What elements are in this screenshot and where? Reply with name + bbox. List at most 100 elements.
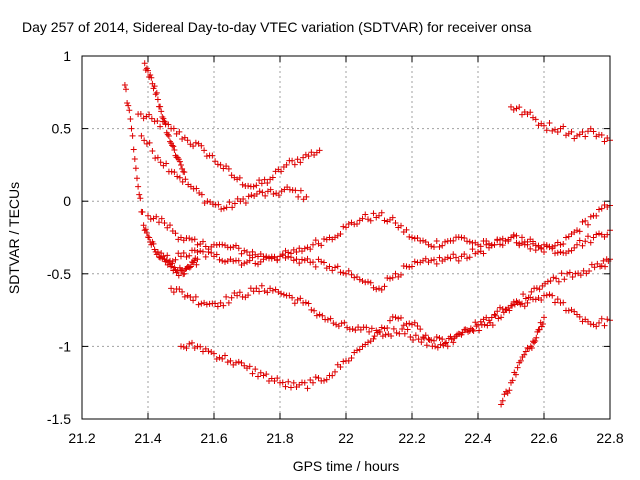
data-point-interp [200,238,206,245]
data-point [458,331,465,338]
data-point-interp [390,325,397,332]
data-point-interp [146,139,153,146]
data-point-interp [289,157,296,164]
data-point-interp [568,247,575,254]
data-point [376,328,382,335]
data-point-interp [241,260,248,267]
data-point-interp [428,243,435,250]
data-point-interp [169,142,176,149]
data-point-interp [362,279,369,286]
data-point-interp [291,161,298,168]
data-point-interp [218,206,225,213]
data-point-interp [190,297,197,304]
data-point-interp [329,372,336,379]
data-point-interp [252,366,259,373]
data-point-interp [240,196,247,203]
data-point-interp [433,260,440,267]
data-point-interp [348,219,355,226]
data-point-interp [404,326,411,333]
data-point [168,285,175,292]
data-point-interp [266,378,272,385]
data-point [181,270,188,277]
data-point-interp [387,275,393,282]
data-point [300,154,307,161]
data-point-interp [447,255,454,262]
data-point-interp [398,222,404,229]
data-point-interp [147,216,154,223]
y-tick-label: -1.5 [47,411,71,427]
data-point-interp [212,158,219,165]
data-point-interp [152,91,159,98]
data-point-interp [497,236,503,243]
series-track-i [508,103,613,145]
data-point-interp [566,269,573,276]
data-point-interp [579,242,586,249]
data-point-interp [279,251,286,258]
data-point-interp [398,271,404,278]
data-point-interp [321,377,327,384]
data-point-interp [355,324,362,331]
data-point-interp [180,250,187,257]
series-track-d [161,227,613,293]
data-point-interp [378,209,385,216]
data-point-interp [195,301,202,308]
data-point-interp [158,215,165,222]
data-point [491,311,498,318]
data-point-interp [387,317,393,324]
data-point-interp [499,305,506,312]
data-point-interp [213,251,220,258]
data-point-interp [180,343,187,350]
data-point-interp [172,230,179,237]
data-point-interp [521,351,528,358]
data-point-interp [305,300,312,307]
data-point-interp [285,378,292,385]
data-point-interp [189,236,195,243]
x-tick-label: 21.2 [68,430,95,446]
data-point-interp [181,293,188,300]
data-point-interp [231,289,238,296]
data-point-interp [510,106,517,113]
data-point [204,198,211,205]
data-point [349,325,356,332]
data-point-interp [335,323,342,330]
data-point-interp [299,256,305,263]
data-point-interp [193,261,200,268]
data-point-interp [499,242,506,249]
data-point-interp [327,315,334,322]
data-point-interp [414,234,421,241]
data-point-interp [571,308,578,315]
data-point-interp [378,324,385,331]
data-point-interp [506,387,513,394]
data-point-interp [367,279,374,286]
data-point-interp [302,151,309,158]
data-point-interp [307,246,314,253]
data-point [141,60,148,67]
data-point-interp [587,213,594,220]
data-point-interp [267,186,274,193]
data-point-interp [411,235,418,242]
data-point-interp [469,246,476,253]
data-point-interp [134,175,140,182]
data-point-interp [125,102,132,109]
data-point-interp [352,327,359,334]
data-point-interp [213,355,220,362]
data-point-interp [170,143,177,150]
data-point-interp [516,240,523,247]
data-point-interp [497,304,503,311]
data-point [178,253,184,260]
data-point-interp [130,146,137,153]
data-point-interp [532,337,539,344]
data-point-interp [209,152,216,159]
data-point-interp [176,286,183,293]
data-point-interp [443,339,450,346]
data-point-interp [370,335,377,342]
data-point-interp [393,329,400,336]
data-point-interp [219,241,226,248]
data-point [148,74,155,81]
data-point-interp [587,239,594,246]
data-point-interp [596,319,602,326]
data-point-interp [483,241,490,248]
data-point-interp [563,132,569,139]
data-point-interp [414,323,421,330]
data-point-interp [183,253,190,260]
